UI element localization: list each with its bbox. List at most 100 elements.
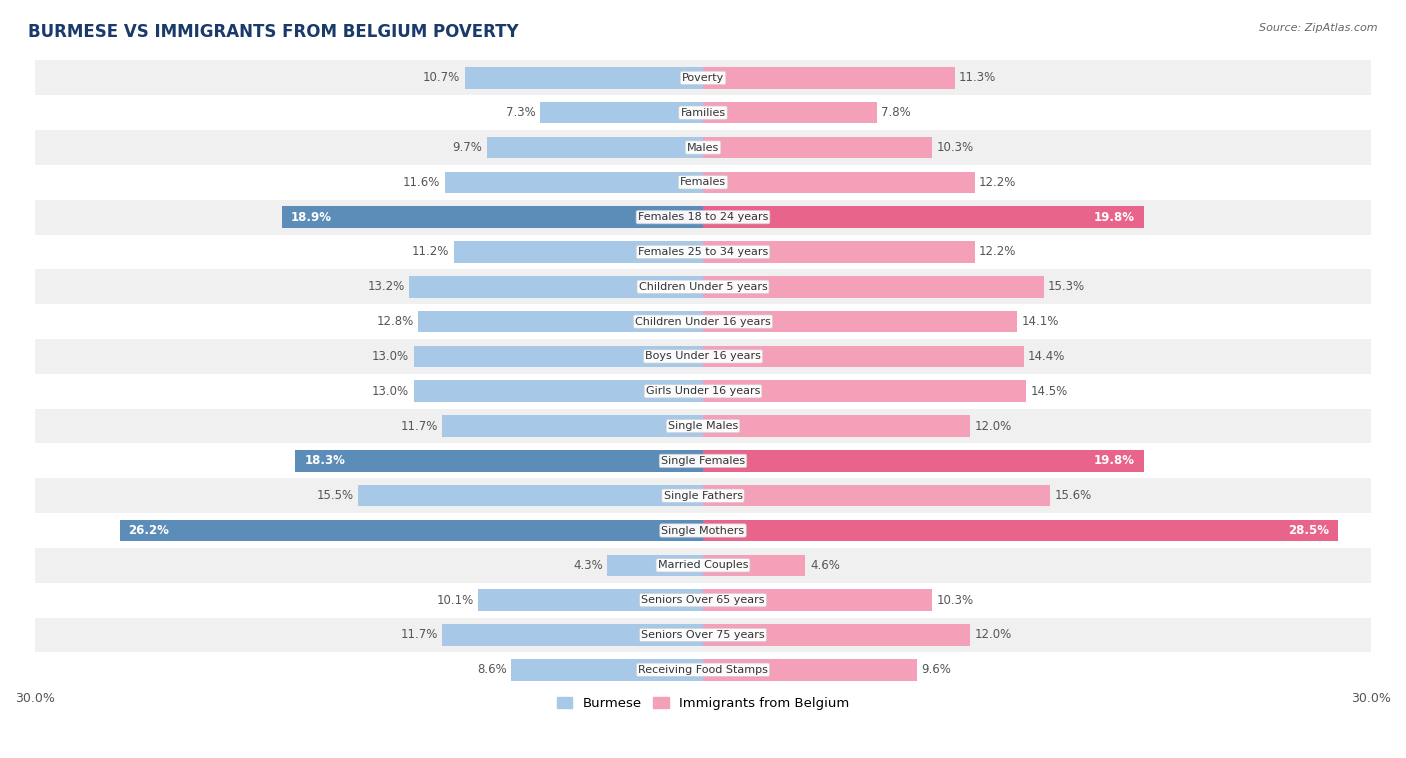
Text: 4.6%: 4.6% <box>810 559 839 572</box>
Text: Single Females: Single Females <box>661 456 745 466</box>
Legend: Burmese, Immigrants from Belgium: Burmese, Immigrants from Belgium <box>551 691 855 715</box>
Bar <box>443 415 703 437</box>
Bar <box>35 409 1371 443</box>
Bar <box>35 339 1371 374</box>
Text: 12.0%: 12.0% <box>974 628 1012 641</box>
Text: Single Mothers: Single Mothers <box>661 525 745 535</box>
Text: 19.8%: 19.8% <box>1094 211 1135 224</box>
Text: 11.7%: 11.7% <box>401 628 439 641</box>
Text: Children Under 16 years: Children Under 16 years <box>636 317 770 327</box>
Text: 9.7%: 9.7% <box>453 141 482 154</box>
Text: Married Couples: Married Couples <box>658 560 748 570</box>
Bar <box>120 520 703 541</box>
Text: 14.4%: 14.4% <box>1028 350 1066 363</box>
Text: 18.9%: 18.9% <box>291 211 332 224</box>
Bar <box>454 241 703 263</box>
Text: 14.1%: 14.1% <box>1021 315 1059 328</box>
Bar <box>359 485 703 506</box>
Bar <box>295 450 703 471</box>
Text: Receiving Food Stamps: Receiving Food Stamps <box>638 665 768 675</box>
Text: Families: Families <box>681 108 725 117</box>
Bar <box>35 653 1371 688</box>
Text: 15.5%: 15.5% <box>316 489 353 503</box>
Text: 19.8%: 19.8% <box>1094 454 1135 468</box>
Bar <box>35 374 1371 409</box>
Bar <box>418 311 703 333</box>
Text: 11.2%: 11.2% <box>412 246 449 258</box>
Bar <box>703 485 1050 506</box>
Bar <box>703 450 1144 471</box>
Bar <box>35 443 1371 478</box>
Text: Poverty: Poverty <box>682 73 724 83</box>
Text: Boys Under 16 years: Boys Under 16 years <box>645 352 761 362</box>
Text: 14.5%: 14.5% <box>1031 385 1067 398</box>
Bar <box>283 206 703 228</box>
Text: 10.1%: 10.1% <box>436 594 474 606</box>
Bar <box>512 659 703 681</box>
Bar <box>35 269 1371 304</box>
Text: 10.7%: 10.7% <box>423 71 460 84</box>
Bar <box>35 234 1371 269</box>
Bar <box>443 624 703 646</box>
Bar <box>703 171 974 193</box>
Text: 13.0%: 13.0% <box>373 385 409 398</box>
Bar <box>35 478 1371 513</box>
Text: Males: Males <box>688 143 718 152</box>
Text: Single Males: Single Males <box>668 421 738 431</box>
Text: 28.5%: 28.5% <box>1288 524 1329 537</box>
Text: 11.7%: 11.7% <box>401 419 439 433</box>
Bar <box>478 589 703 611</box>
Text: 9.6%: 9.6% <box>921 663 950 676</box>
Text: Females: Females <box>681 177 725 187</box>
Text: 12.8%: 12.8% <box>377 315 413 328</box>
Text: 13.0%: 13.0% <box>373 350 409 363</box>
Bar <box>703 589 932 611</box>
Text: BURMESE VS IMMIGRANTS FROM BELGIUM POVERTY: BURMESE VS IMMIGRANTS FROM BELGIUM POVER… <box>28 23 519 41</box>
Bar <box>703 311 1017 333</box>
Text: 7.8%: 7.8% <box>882 106 911 119</box>
Text: 15.6%: 15.6% <box>1054 489 1092 503</box>
Bar <box>35 583 1371 618</box>
Text: 12.2%: 12.2% <box>979 246 1017 258</box>
Text: 18.3%: 18.3% <box>304 454 346 468</box>
Text: 13.2%: 13.2% <box>367 280 405 293</box>
Bar <box>409 276 703 298</box>
Bar <box>413 346 703 367</box>
Text: Source: ZipAtlas.com: Source: ZipAtlas.com <box>1260 23 1378 33</box>
Text: Females 25 to 34 years: Females 25 to 34 years <box>638 247 768 257</box>
Bar <box>540 102 703 124</box>
Bar <box>35 96 1371 130</box>
Bar <box>703 555 806 576</box>
Bar <box>486 136 703 158</box>
Bar <box>703 624 970 646</box>
Bar <box>444 171 703 193</box>
Text: 10.3%: 10.3% <box>936 141 974 154</box>
Bar <box>413 381 703 402</box>
Bar <box>607 555 703 576</box>
Bar <box>35 548 1371 583</box>
Bar <box>35 61 1371 96</box>
Bar <box>35 165 1371 200</box>
Text: 15.3%: 15.3% <box>1047 280 1085 293</box>
Text: Single Fathers: Single Fathers <box>664 490 742 501</box>
Text: 4.3%: 4.3% <box>574 559 603 572</box>
Bar <box>35 618 1371 653</box>
Text: Girls Under 16 years: Girls Under 16 years <box>645 387 761 396</box>
Text: Seniors Over 65 years: Seniors Over 65 years <box>641 595 765 605</box>
Bar <box>35 304 1371 339</box>
Bar <box>703 520 1337 541</box>
Text: 12.2%: 12.2% <box>979 176 1017 189</box>
Bar <box>703 206 1144 228</box>
Text: Females 18 to 24 years: Females 18 to 24 years <box>638 212 768 222</box>
Bar <box>465 67 703 89</box>
Bar <box>703 381 1026 402</box>
Bar <box>35 513 1371 548</box>
Text: 11.3%: 11.3% <box>959 71 997 84</box>
Bar <box>703 136 932 158</box>
Text: 26.2%: 26.2% <box>128 524 169 537</box>
Text: 8.6%: 8.6% <box>477 663 508 676</box>
Bar <box>35 200 1371 234</box>
Text: Children Under 5 years: Children Under 5 years <box>638 282 768 292</box>
Text: 10.3%: 10.3% <box>936 594 974 606</box>
Text: 11.6%: 11.6% <box>404 176 440 189</box>
